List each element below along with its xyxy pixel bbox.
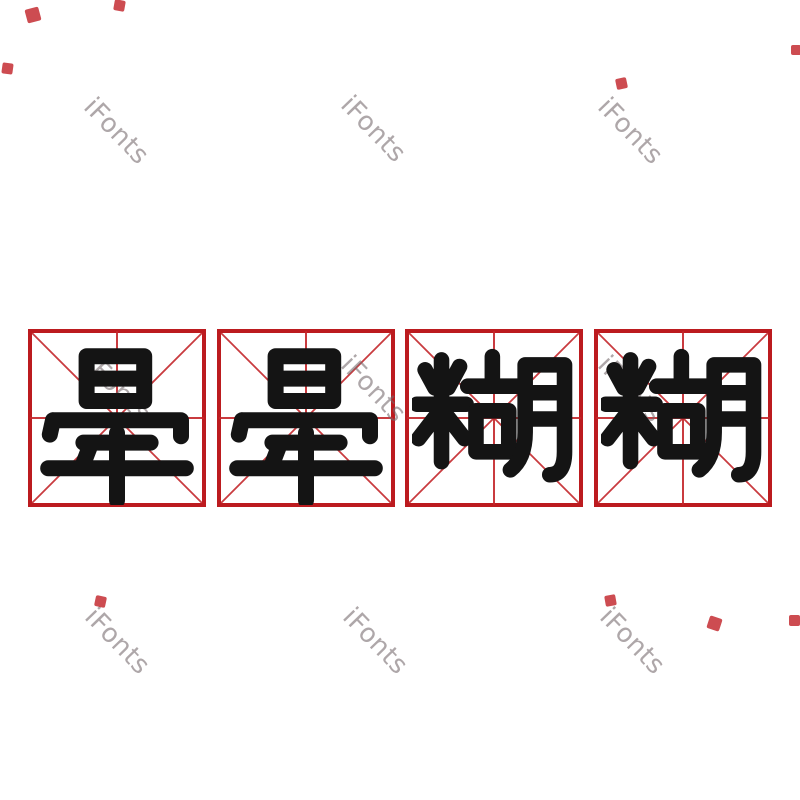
calligraphy-grid-cell: 糊 — [594, 329, 772, 507]
character-glyph-hu-icon — [601, 348, 762, 483]
character-glyph-yun-icon — [40, 348, 194, 505]
ifonts-watermark: iFonts — [336, 602, 414, 681]
calligraphy-grid-cell: 糊 — [405, 329, 583, 507]
watermark-red-square — [113, 0, 126, 12]
watermark-red-square — [1, 62, 14, 75]
ifonts-watermark: iFonts — [593, 602, 671, 681]
ifonts-watermark: iFonts — [78, 602, 156, 681]
watermark-red-square — [24, 6, 42, 24]
ifonts-watermark: iFonts — [591, 92, 669, 171]
watermark-red-square — [614, 76, 629, 91]
character-glyph-hu-icon — [412, 348, 573, 483]
character-glyph-yun-icon — [229, 348, 383, 505]
calligraphy-grid-cell: 晕 — [217, 329, 395, 507]
calligraphy-grid-cell: 晕 — [28, 329, 206, 507]
ifonts-watermark: iFonts — [334, 90, 412, 169]
ifonts-watermark: iFonts — [77, 92, 155, 171]
watermark-red-square — [791, 45, 800, 55]
watermark-red-square — [789, 615, 800, 626]
watermark-red-square — [93, 594, 108, 609]
watermark-red-square — [706, 615, 723, 632]
phrase-text: 晕晕糊糊 — [0, 0, 1, 1]
watermark-red-square — [604, 594, 617, 607]
